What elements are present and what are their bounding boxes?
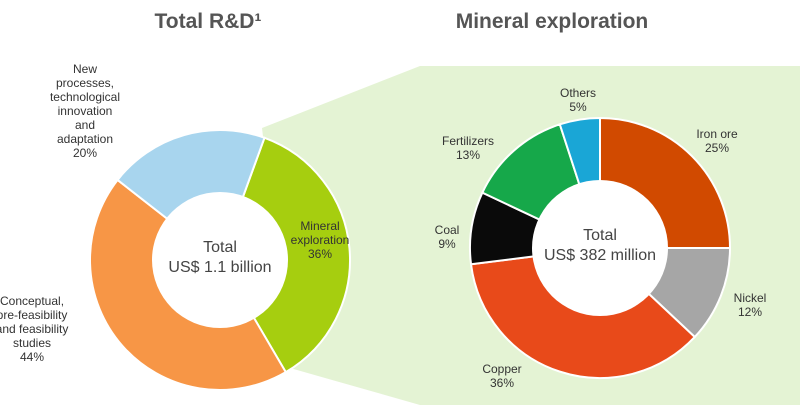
- left-center-label-line2: US$ 1.1 billion: [168, 259, 271, 276]
- right-center-label-line2: US$ 382 million: [544, 247, 656, 264]
- left-slice-labels: Mineral exploration 36% Conceptual, pre-feas…: [0, 62, 349, 364]
- right-center-label-line1: Total: [583, 227, 617, 244]
- label-nickel: Nickel 12%: [734, 291, 767, 319]
- label-fertilizers: Fertilizers 13%: [442, 134, 494, 162]
- left-center-label-line1: Total: [203, 239, 237, 256]
- left-donut-hole: [152, 192, 288, 328]
- label-conceptual-pre-feasibility-and-feasibility-studies: Conceptual, pre-feasibility and feasibilit…: [0, 294, 68, 364]
- label-iron-ore: Iron ore 25%: [696, 127, 738, 155]
- label-mineral-exploration: Mineral exploration 36%: [291, 219, 350, 261]
- right-donut-hole: [532, 180, 668, 316]
- label-coal: Coal 9%: [435, 223, 460, 251]
- right-slice-labels: Iron ore 25% Nickel 12% Copper 36% Coal 9% Ferti…: [435, 86, 767, 390]
- label-copper: Copper 36%: [482, 362, 521, 390]
- label-others: Others 5%: [560, 86, 596, 114]
- label-new-processes-technological-innovation-and-adaptation: New processes, technological innovation and a…: [50, 62, 120, 160]
- left-chart-title: Total R&D¹: [155, 10, 262, 33]
- right-chart-title: Mineral exploration: [456, 10, 649, 33]
